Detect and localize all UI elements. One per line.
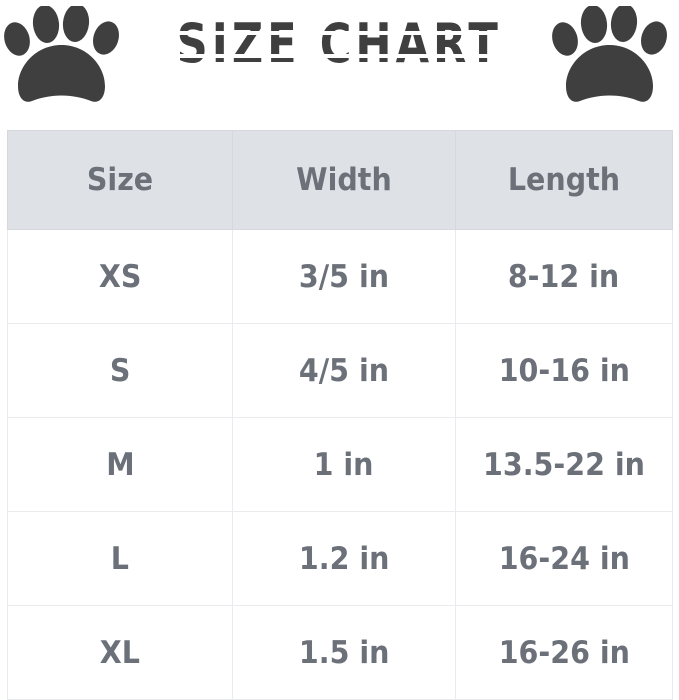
size-chart-table: Size Width Length XS 3/5 in 8-12 in S 4/… bbox=[7, 130, 673, 700]
table-row: XL 1.5 in 16-26 in bbox=[7, 605, 673, 700]
cell-size: S bbox=[7, 323, 233, 418]
column-header-length-label: Length bbox=[507, 162, 621, 198]
column-header-length: Length bbox=[455, 130, 673, 230]
size-chart-table-wrapper: Size Width Length XS 3/5 in 8-12 in S 4/… bbox=[7, 130, 673, 700]
cell-width: 3/5 in bbox=[232, 229, 456, 324]
table-row: M 1 in 13.5-22 in bbox=[7, 417, 673, 512]
table-row: S 4/5 in 10-16 in bbox=[7, 323, 673, 418]
page-title-text: SIZE CHART bbox=[172, 12, 508, 75]
column-header-size-label: Size bbox=[86, 162, 154, 198]
page-title: SIZE CHART bbox=[0, 14, 679, 74]
cell-size: XL bbox=[7, 605, 233, 700]
column-header-size: Size bbox=[7, 130, 233, 230]
paw-print-icon bbox=[552, 6, 667, 102]
cell-width: 1.5 in bbox=[232, 605, 456, 700]
paw-print-icon bbox=[4, 6, 119, 102]
cell-length: 8-12 in bbox=[455, 229, 673, 324]
cell-length: 10-16 in bbox=[455, 323, 673, 418]
column-header-width: Width bbox=[232, 130, 456, 230]
cell-size: L bbox=[7, 511, 233, 606]
cell-width: 1 in bbox=[232, 417, 456, 512]
size-chart-header: SIZE CHART bbox=[0, 0, 679, 127]
column-header-width-label: Width bbox=[296, 162, 392, 198]
cell-size: XS bbox=[7, 229, 233, 324]
table-row: L 1.2 in 16-24 in bbox=[7, 511, 673, 606]
cell-width: 4/5 in bbox=[232, 323, 456, 418]
cell-length: 13.5-22 in bbox=[455, 417, 673, 512]
table-header-row: Size Width Length bbox=[7, 130, 673, 230]
cell-length: 16-26 in bbox=[455, 605, 673, 700]
table-row: XS 3/5 in 8-12 in bbox=[7, 229, 673, 324]
cell-size: M bbox=[7, 417, 233, 512]
cell-length: 16-24 in bbox=[455, 511, 673, 606]
cell-width: 1.2 in bbox=[232, 511, 456, 606]
